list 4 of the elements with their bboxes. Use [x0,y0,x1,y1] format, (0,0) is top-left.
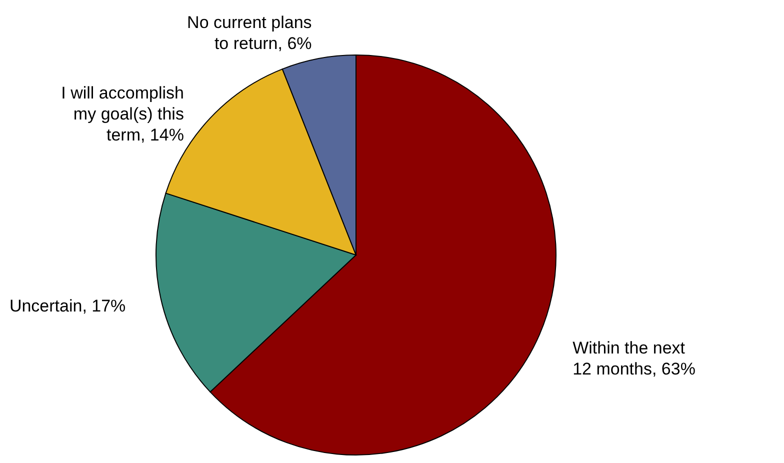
slice-label: Uncertain, 17% [9,296,126,316]
slice-label: No current plans to return, 6% [187,13,312,54]
slice-label: Within the next 12 months, 63% [572,338,696,379]
slice-label: I will accomplish my goal(s) this term, 14% [61,83,184,144]
